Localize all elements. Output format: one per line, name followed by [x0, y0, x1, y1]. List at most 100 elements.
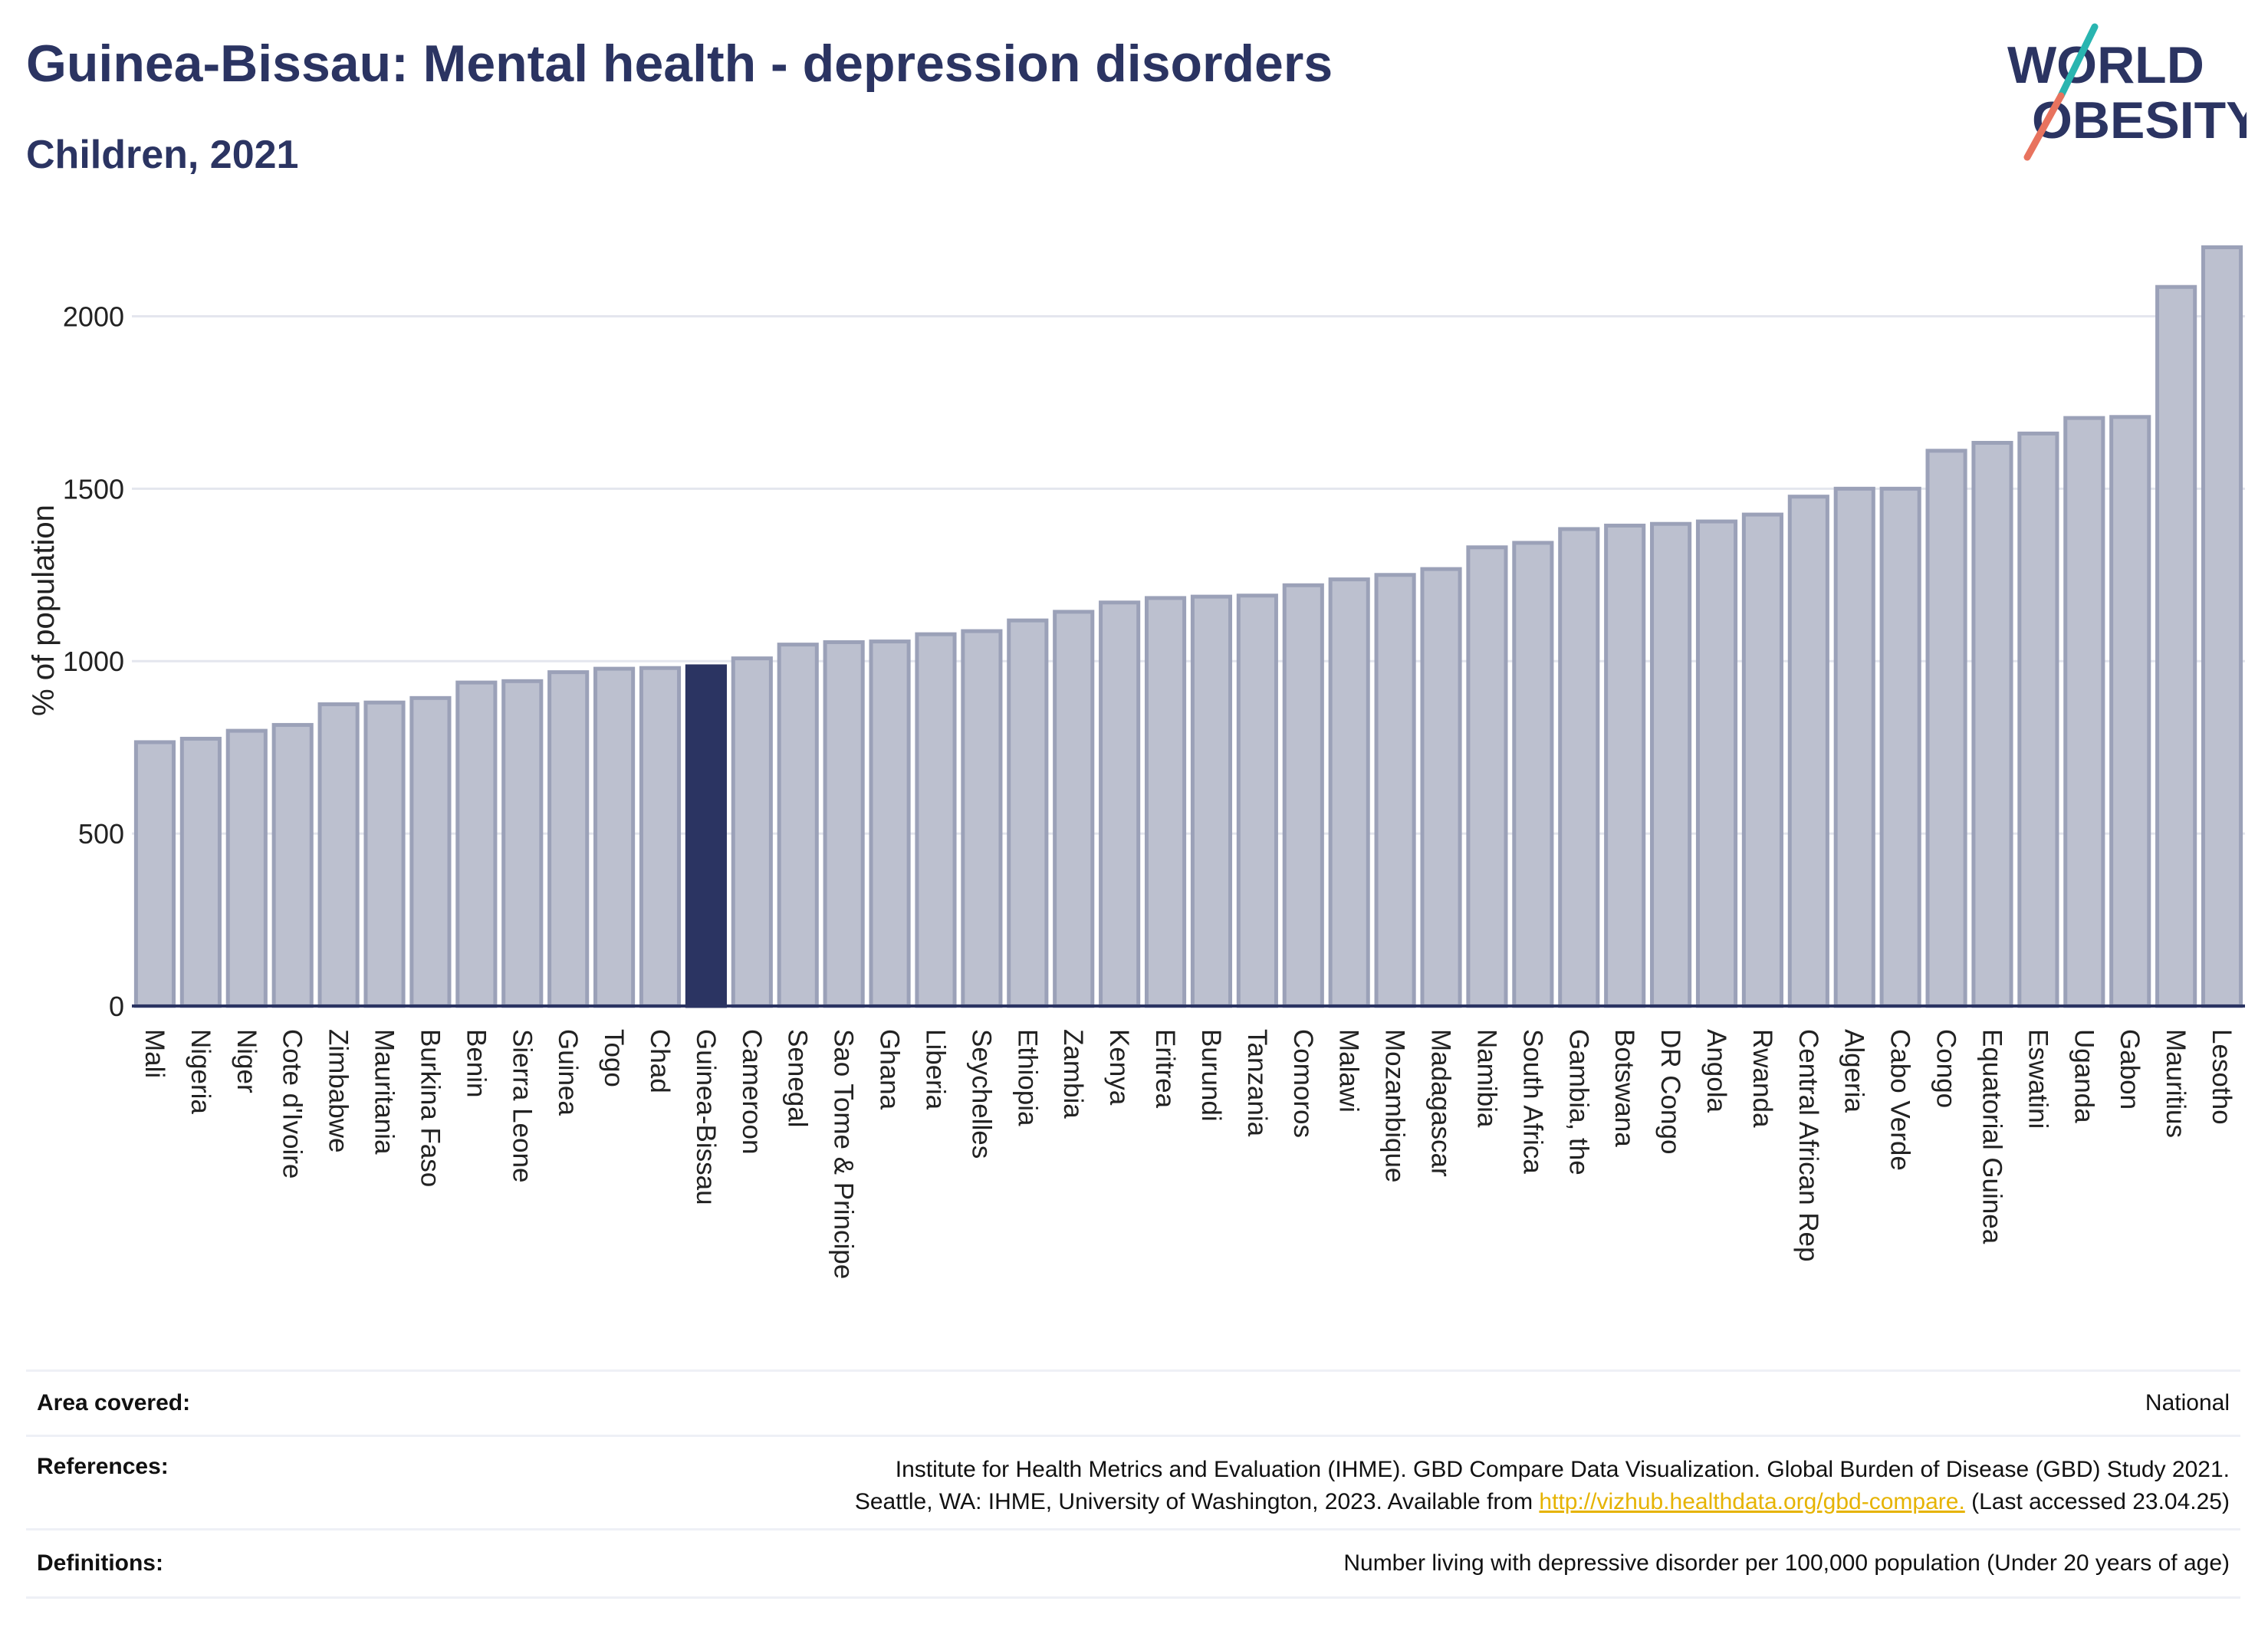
references-label: References: — [37, 1454, 169, 1479]
logo-slash-coral — [2023, 92, 2065, 161]
chart-subtitle: Children, 2021 — [26, 133, 299, 177]
x-tick-label: Sao Tome & Principe — [829, 1029, 859, 1279]
references-link[interactable]: http://vizhub.healthdata.org/gbd-compare… — [1539, 1489, 1965, 1514]
y-tick-label: 1000 — [63, 646, 124, 677]
footer-row-references: References: Institute for Health Metrics… — [26, 1435, 2240, 1528]
bar — [1236, 593, 1278, 1008]
x-tick-label: Gambia, the — [1563, 1029, 1593, 1175]
world-obesity-logo: WORLD OBESITY — [2007, 23, 2247, 161]
bar — [593, 666, 636, 1008]
bar — [823, 639, 865, 1008]
bar — [869, 639, 911, 1008]
x-tick-label: Gabon — [2115, 1029, 2145, 1110]
bar — [2109, 415, 2151, 1008]
logo-line-1: WORLD — [2007, 36, 2204, 94]
x-tick-label: Uganda — [2069, 1029, 2099, 1123]
y-tick-label: 1500 — [63, 473, 124, 505]
x-tick-label: Zimbabwe — [324, 1029, 353, 1152]
x-tick-label: Malawi — [1334, 1029, 1364, 1113]
bar — [409, 695, 452, 1008]
y-tick-label: 2000 — [63, 301, 124, 332]
bar — [1604, 523, 1646, 1008]
x-tick-label: Namibia — [1471, 1029, 1501, 1128]
logo-slash-teal — [2057, 23, 2099, 100]
area-covered-label: Area covered: — [37, 1390, 191, 1415]
references-line-2: Seattle, WA: IHME, University of Washing… — [854, 1489, 1540, 1514]
bar — [1328, 577, 1370, 1008]
bar — [1512, 541, 1554, 1008]
bar — [915, 632, 957, 1008]
x-tick-label: Guinea — [553, 1029, 583, 1116]
bar — [455, 680, 498, 1008]
x-tick-label: Cote d'Ivoire — [278, 1029, 307, 1179]
bar-highlight — [685, 664, 727, 1008]
logo-line-2: OBESITY — [2032, 91, 2247, 150]
bar — [2017, 431, 2059, 1008]
x-tick-label: Seychelles — [966, 1029, 996, 1159]
x-tick-label: Chad — [645, 1029, 675, 1093]
x-tick-label: Senegal — [783, 1029, 813, 1127]
x-tick-label: Liberia — [920, 1029, 950, 1110]
x-tick-label: Eswatini — [2023, 1029, 2053, 1129]
bar — [1144, 596, 1187, 1008]
bar — [179, 736, 222, 1008]
x-tick-label: Botswana — [1609, 1029, 1639, 1147]
x-tick-label: Niger — [232, 1029, 261, 1093]
x-tick-label: Burundi — [1196, 1029, 1226, 1122]
x-tick-label: Ghana — [875, 1029, 905, 1110]
bar-chart: 0 500 1000 1500 2000 Mali Nigeria Niger Cote d'I… — [27, 245, 2245, 1279]
x-tick-label: Guinea-Bissau — [691, 1029, 721, 1205]
x-tick-label: Mali — [140, 1029, 169, 1078]
bar — [1971, 441, 2013, 1008]
bar — [1695, 519, 1738, 1008]
x-tick-label: Nigeria — [186, 1029, 215, 1114]
bar — [2155, 284, 2197, 1008]
bar — [547, 670, 590, 1008]
bar — [271, 722, 314, 1008]
x-tick-label: Congo — [1931, 1029, 1961, 1108]
x-tick-label: Kenya — [1104, 1029, 1134, 1106]
x-tick-label: Benin — [461, 1029, 491, 1098]
y-tick-label: 500 — [78, 818, 124, 850]
x-tick-label: Eritrea — [1150, 1029, 1180, 1109]
bar — [639, 666, 682, 1008]
footer-row-area: Area covered: National — [26, 1369, 2240, 1435]
bar — [1466, 545, 1508, 1008]
x-tick-label: Comoros — [1288, 1029, 1318, 1138]
x-tick-label: Mauritius — [2161, 1029, 2191, 1138]
bar — [1007, 618, 1049, 1008]
bar — [1282, 583, 1324, 1008]
x-tick-label: Cabo Verde — [1885, 1029, 1915, 1171]
bar — [1879, 486, 1921, 1008]
x-tick-label: Zambia — [1058, 1029, 1088, 1119]
x-tick-label: Tanzania — [1242, 1029, 1272, 1137]
footer-row-definitions: Definitions: Number living with depressi… — [26, 1528, 2240, 1599]
definitions-label: Definitions: — [37, 1550, 163, 1576]
bar — [1190, 594, 1233, 1008]
references-line-1: Institute for Health Metrics and Evaluat… — [895, 1457, 2230, 1482]
x-tick-label: South Africa — [1517, 1029, 1547, 1174]
chart-title: Guinea-Bissau: Mental health - depressio… — [26, 35, 1333, 93]
x-tick-label: Cameroon — [737, 1029, 767, 1154]
x-tick-label: Sierra Leone — [507, 1029, 537, 1182]
bar — [777, 643, 819, 1008]
x-tick-label: Burkina Faso — [415, 1029, 445, 1187]
bar — [1787, 495, 1829, 1008]
y-axis-label: % of population — [27, 505, 61, 716]
bar — [731, 656, 773, 1008]
x-tick-label: Mozambique — [1380, 1029, 1410, 1182]
x-tick-label: Equatorial Guinea — [1977, 1029, 2007, 1244]
references-line-2-end: (Last accessed 23.04.25) — [1964, 1489, 2230, 1514]
references-value: Institute for Health Metrics and Evaluat… — [855, 1454, 2240, 1518]
chart-footer: Area covered: National References: Insti… — [26, 1369, 2240, 1599]
x-tick-label: Madagascar — [1426, 1029, 1456, 1177]
x-tick-label: Togo — [599, 1029, 629, 1087]
bar — [1420, 567, 1462, 1008]
bar — [1925, 449, 1967, 1008]
bar — [363, 700, 406, 1008]
bar — [1741, 512, 1783, 1008]
bar — [961, 629, 1003, 1008]
bar — [1558, 527, 1600, 1008]
definitions-value: Number living with depressive disorder p… — [1343, 1550, 2230, 1576]
x-tick-label: Ethiopia — [1012, 1029, 1042, 1126]
